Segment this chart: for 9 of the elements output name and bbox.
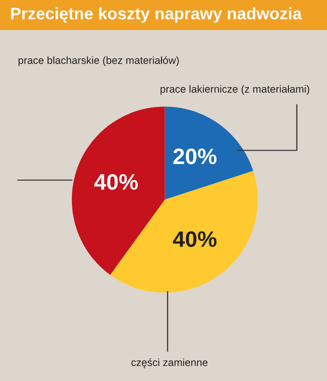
data-label: 20% bbox=[173, 148, 217, 164]
data-label: 40% bbox=[94, 174, 138, 190]
chart-title: Przeciętne koszty naprawy nadwozia bbox=[11, 7, 302, 23]
data-label: 40% bbox=[172, 231, 217, 247]
slice-label: prace lakiernicze (z materiałami) bbox=[160, 85, 310, 95]
pie-slice bbox=[164, 106, 254, 200]
pie-slice bbox=[72, 106, 165, 275]
slice-label: prace blacharskie (bez materiałów) bbox=[18, 56, 179, 66]
slice-label: części zamienne bbox=[131, 358, 208, 368]
